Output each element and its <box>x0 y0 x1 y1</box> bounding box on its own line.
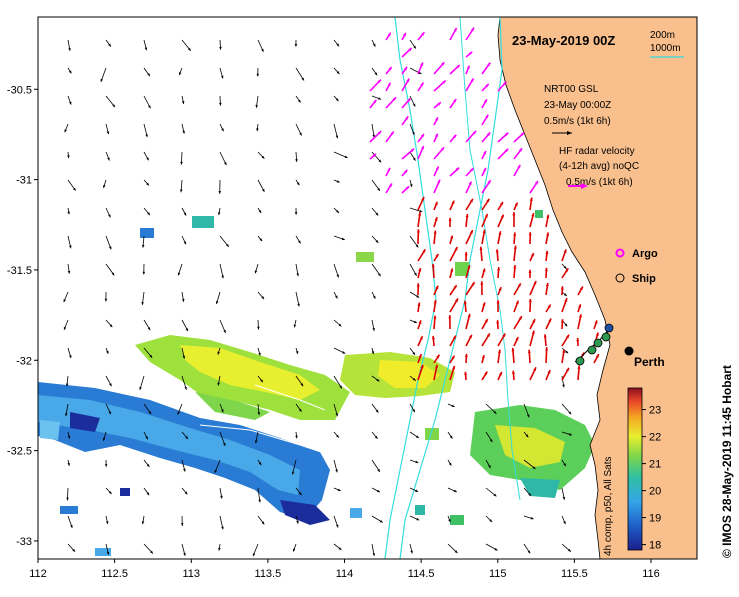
colorbar-tick-label: 19 <box>649 513 661 525</box>
x-tick-label: 112.5 <box>101 568 128 580</box>
y-tick-label: -32.5 <box>7 446 32 458</box>
sst-speck <box>120 488 130 496</box>
isobath-label-200m: 200m <box>650 30 675 41</box>
ship-marker <box>602 333 610 341</box>
sst-speck <box>192 216 214 228</box>
colorbar-tick-label: 20 <box>649 486 661 498</box>
hf-legend-line1: HF radar velocity <box>559 146 635 157</box>
colorbar-tick-label: 21 <box>649 459 661 471</box>
x-tick-label: 115 <box>489 568 507 580</box>
ship-marker <box>594 339 602 347</box>
ship-marker <box>605 324 613 332</box>
sst-cold-band-light <box>40 420 60 440</box>
x-axis: 112 112.5 113 113.5 114 114.5 115 115.5 116 <box>29 559 660 580</box>
city-marker <box>625 347 634 356</box>
colorbar-tick-label: 23 <box>649 405 661 417</box>
x-tick-label: 115.5 <box>561 568 588 580</box>
ship-marker <box>588 346 596 354</box>
x-tick-label: 114.5 <box>408 568 435 580</box>
y-tick-label: -31 <box>16 175 32 187</box>
sst-speck <box>415 505 425 515</box>
colorbar-ramp <box>628 388 642 550</box>
gsl-legend-line2: 23-May 00:00Z <box>544 100 611 111</box>
sst-speck <box>356 252 374 262</box>
colorbar-tick-label: 18 <box>649 540 661 552</box>
sst-speck <box>350 508 362 518</box>
isobath-label-1000m: 1000m <box>650 43 681 54</box>
x-tick-label: 112 <box>29 568 47 580</box>
y-tick-label: -31.5 <box>7 265 32 277</box>
sst-speck <box>60 506 78 514</box>
argo-legend-label: Argo <box>632 248 658 260</box>
x-tick-label: 113 <box>182 568 200 580</box>
y-axis: -30.5 -31 -31.5 -32 -32.5 -33 <box>7 84 38 548</box>
gsl-legend-line1: NRT00 GSL <box>544 84 599 95</box>
x-tick-label: 116 <box>642 568 660 580</box>
y-tick-label: -33 <box>16 536 32 548</box>
sst-speck <box>450 515 464 525</box>
credit-text: © IMOS 28-May-2019 11:45 Hobart <box>720 365 734 558</box>
colorbar-tick-label: 22 <box>649 432 661 444</box>
ship-marker <box>576 357 584 365</box>
colorbar-label: 4h comp, p50, All Sats <box>603 456 614 556</box>
sst-speck <box>140 228 154 238</box>
ship-legend-label: Ship <box>632 273 656 285</box>
hf-legend: HF radar velocity (4-12h avg) noQC 0.5m/… <box>559 146 639 189</box>
gsl-legend-line3: 0.5m/s (1kt 6h) <box>544 116 611 127</box>
x-tick-label: 114 <box>336 568 354 580</box>
x-tick-label: 113.5 <box>255 568 282 580</box>
y-tick-label: -32 <box>16 355 32 367</box>
y-tick-label: -30.5 <box>7 84 32 96</box>
city-label: Perth <box>634 355 665 369</box>
sst-speck <box>535 210 543 218</box>
map-title: 23-May-2019 00Z <box>512 33 615 48</box>
hf-legend-line2: (4-12h avg) noQC <box>559 161 639 172</box>
